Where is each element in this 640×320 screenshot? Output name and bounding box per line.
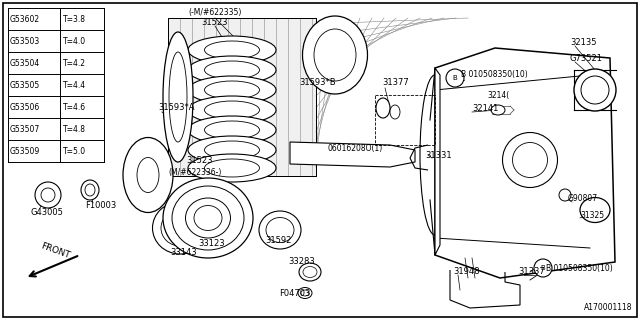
Ellipse shape — [188, 116, 276, 144]
Text: 31325: 31325 — [580, 211, 604, 220]
Text: T=4.2: T=4.2 — [63, 59, 86, 68]
Text: G53602: G53602 — [10, 14, 40, 23]
Text: 3214(: 3214( — [487, 91, 509, 100]
Text: 31337: 31337 — [518, 268, 545, 276]
Polygon shape — [290, 142, 415, 167]
Ellipse shape — [205, 121, 259, 139]
Ellipse shape — [502, 132, 557, 188]
Polygon shape — [435, 68, 440, 255]
Text: FRONT: FRONT — [39, 241, 71, 260]
Ellipse shape — [123, 138, 173, 212]
Ellipse shape — [163, 32, 193, 162]
Ellipse shape — [299, 263, 321, 281]
Polygon shape — [435, 48, 615, 278]
Text: 31523: 31523 — [187, 156, 213, 164]
Ellipse shape — [188, 76, 276, 104]
Ellipse shape — [205, 101, 259, 119]
Text: 31523: 31523 — [202, 18, 228, 27]
Text: G53506: G53506 — [10, 102, 40, 111]
Text: T=3.8: T=3.8 — [63, 14, 86, 23]
Ellipse shape — [163, 178, 253, 258]
Text: 32141: 32141 — [472, 103, 499, 113]
Ellipse shape — [491, 105, 505, 115]
Text: T=4.0: T=4.0 — [63, 36, 86, 45]
Text: B: B — [541, 265, 545, 271]
Ellipse shape — [303, 267, 317, 277]
Circle shape — [41, 188, 55, 202]
Text: T=4.4: T=4.4 — [63, 81, 86, 90]
Ellipse shape — [303, 16, 367, 94]
Ellipse shape — [574, 69, 616, 111]
Circle shape — [534, 259, 552, 277]
Text: B: B — [452, 75, 458, 81]
Text: 31948: 31948 — [453, 268, 479, 276]
Text: 31377: 31377 — [382, 77, 409, 86]
Text: G73521: G73521 — [570, 53, 603, 62]
Ellipse shape — [188, 56, 276, 84]
Ellipse shape — [188, 36, 276, 64]
Text: 33123: 33123 — [198, 238, 225, 247]
Ellipse shape — [194, 205, 222, 230]
Text: 06016208O(1): 06016208O(1) — [328, 143, 383, 153]
Circle shape — [35, 182, 61, 208]
Circle shape — [446, 69, 464, 87]
Ellipse shape — [205, 61, 259, 79]
Ellipse shape — [188, 96, 276, 124]
Circle shape — [559, 189, 571, 201]
Text: G53507: G53507 — [10, 124, 40, 133]
Text: B 010508350(10): B 010508350(10) — [546, 263, 612, 273]
Text: G53504: G53504 — [10, 59, 40, 68]
Ellipse shape — [205, 141, 259, 159]
Text: A170001118: A170001118 — [584, 303, 632, 312]
Ellipse shape — [314, 29, 356, 81]
Text: T=4.6: T=4.6 — [63, 102, 86, 111]
Text: 31593*B: 31593*B — [300, 77, 336, 86]
Text: G53505: G53505 — [10, 81, 40, 90]
Text: 31593*A: 31593*A — [158, 102, 195, 111]
Ellipse shape — [169, 52, 187, 142]
Bar — [168, 18, 316, 176]
Ellipse shape — [188, 136, 276, 164]
Text: (M/#622336-): (M/#622336-) — [168, 167, 221, 177]
Ellipse shape — [172, 186, 244, 250]
Text: 31331: 31331 — [425, 150, 452, 159]
Text: 31592: 31592 — [265, 236, 291, 244]
Bar — [375, 95, 435, 145]
Ellipse shape — [188, 154, 276, 182]
Text: 33283: 33283 — [289, 258, 316, 267]
Text: F04703: F04703 — [279, 289, 310, 298]
Ellipse shape — [205, 159, 259, 177]
Bar — [168, 18, 316, 176]
Ellipse shape — [390, 105, 400, 119]
Text: (-M/#622335): (-M/#622335) — [188, 7, 242, 17]
Text: 32135: 32135 — [570, 37, 596, 46]
Ellipse shape — [152, 202, 207, 254]
Ellipse shape — [161, 210, 199, 246]
Text: G90807: G90807 — [568, 194, 598, 203]
Ellipse shape — [581, 76, 609, 104]
Text: T=4.8: T=4.8 — [63, 124, 86, 133]
Text: G53509: G53509 — [10, 147, 40, 156]
Text: G53503: G53503 — [10, 36, 40, 45]
Text: F10003: F10003 — [85, 201, 116, 210]
Ellipse shape — [81, 180, 99, 200]
Ellipse shape — [186, 198, 230, 238]
Ellipse shape — [298, 287, 312, 299]
Ellipse shape — [266, 218, 294, 243]
Ellipse shape — [513, 142, 547, 178]
Ellipse shape — [259, 211, 301, 249]
Text: B 010508350(10): B 010508350(10) — [461, 69, 528, 78]
Ellipse shape — [580, 197, 610, 222]
Ellipse shape — [301, 290, 309, 296]
Text: 33143: 33143 — [170, 247, 196, 257]
Ellipse shape — [376, 98, 390, 118]
Ellipse shape — [137, 157, 159, 193]
Ellipse shape — [205, 81, 259, 99]
Ellipse shape — [85, 184, 95, 196]
Text: G43005: G43005 — [30, 207, 63, 217]
Ellipse shape — [205, 41, 259, 59]
Text: T=5.0: T=5.0 — [63, 147, 86, 156]
